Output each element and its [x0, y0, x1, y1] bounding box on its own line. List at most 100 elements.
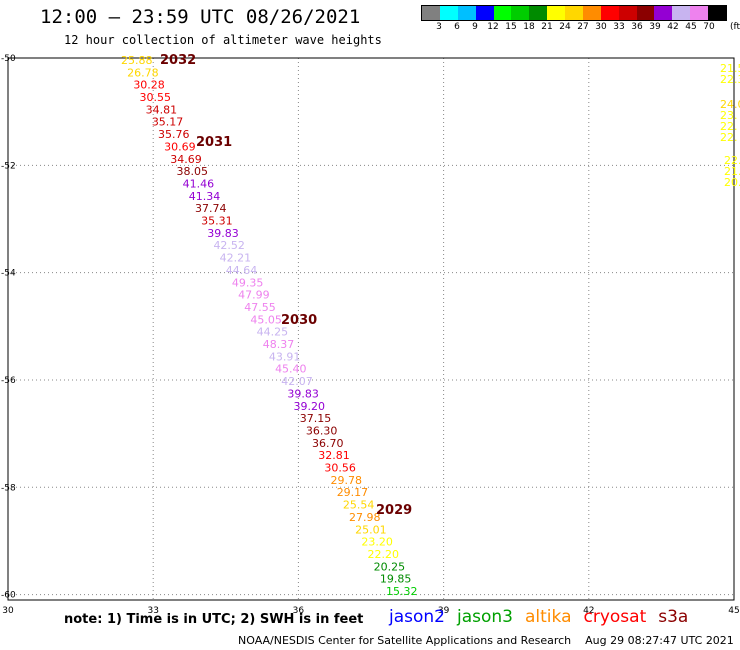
colorbar-swatch [636, 6, 655, 20]
y-tick-label: -58 [1, 483, 16, 493]
time-label: 2030 [281, 313, 317, 328]
wave-height-label: 41.34 [189, 190, 221, 203]
wave-height-label: 35.31 [201, 215, 233, 228]
wave-height-label: 39.83 [207, 227, 239, 240]
colorbar-label: 36 [631, 22, 643, 32]
colorbar-swatch [582, 6, 601, 20]
colorbar-labels: 3 6 9 12 15 18 21 24 27 30 33 36 39 42 45 70 [421, 22, 727, 36]
wave-height-label: 44.64 [226, 264, 258, 277]
colorbar-label: 21 [541, 22, 553, 32]
wave-height-points: 25.8826.7830.2830.5534.8135.1735.7630.69… [121, 54, 740, 598]
colorbar-swatch [439, 6, 458, 20]
colorbar-swatch [457, 6, 476, 20]
colorbar-label: 9 [472, 22, 478, 32]
x-tick-label: 33 [147, 606, 158, 616]
colorbar-label: 6 [454, 22, 460, 32]
credit-text: NOAA/NESDIS Center for Satellite Applica… [238, 634, 572, 647]
y-tick-label: -54 [1, 269, 16, 279]
satellite-cryosat: cryosat [583, 607, 647, 627]
wave-height-label: 42.07 [281, 375, 313, 388]
colorbar-label: 45 [685, 22, 697, 32]
wave-height-label: 29.17 [337, 486, 369, 499]
plot-axes: 30 33 36 39 42 45 -50 -52 -54 -56 -58 -60 [1, 54, 740, 616]
wave-height-label: 42.21 [220, 252, 252, 265]
x-tick-label: 45 [728, 606, 739, 616]
wave-height-label-edge: 22.3 [720, 73, 740, 86]
colorbar-label: 27 [577, 22, 589, 32]
colorbar-swatch [493, 6, 512, 20]
colorbar-unit: (ft) [730, 22, 740, 32]
satellite-legend: jason2 jason3 altika cryosat s3a [389, 607, 700, 627]
wave-height-label: 25.88 [121, 54, 153, 67]
colorbar-swatch [547, 6, 565, 20]
colorbar-label: 3 [436, 22, 442, 32]
time-label: 2031 [196, 135, 232, 150]
colorbar [421, 5, 727, 21]
wave-height-label-edge: 22. [720, 120, 738, 133]
colorbar-label: 39 [649, 22, 661, 32]
colorbar-label: 70 [703, 22, 715, 32]
colorbar-swatch [600, 6, 619, 20]
wave-height-label: 30.69 [164, 140, 196, 153]
wave-height-label: 32.81 [318, 449, 350, 462]
wave-height-label: 43.91 [269, 350, 301, 363]
time-label: 2029 [376, 503, 412, 518]
wave-height-label: 34.81 [146, 103, 178, 116]
wave-height-label: 49.35 [232, 276, 264, 289]
wave-height-label: 23.20 [361, 536, 393, 549]
satellite-altika: altika [525, 607, 572, 627]
wave-height-label: 36.70 [312, 437, 344, 450]
colorbar-swatch [475, 6, 494, 20]
x-tick-label: 39 [438, 606, 450, 616]
colorbar-swatch [672, 6, 691, 20]
wave-height-label-edge: 20. [724, 176, 740, 189]
wave-height-label: 37.74 [195, 202, 227, 215]
wave-height-label: 19.85 [380, 573, 412, 586]
colorbar-label: 30 [595, 22, 607, 32]
time-labels: 2032 2031 2030 2029 [160, 53, 412, 518]
wave-height-label: 35.17 [152, 116, 184, 129]
wave-height-label: 20.25 [374, 560, 406, 573]
wave-height-label: 42.52 [213, 239, 245, 252]
satellite-s3a: s3a [658, 607, 689, 627]
y-tick-label: -60 [1, 591, 16, 601]
colorbar-label: 42 [667, 22, 679, 32]
wave-height-label-edge: 21. [724, 165, 740, 178]
wave-height-label: 41.46 [183, 177, 215, 190]
plot-frame [7, 57, 735, 601]
wave-height-label: 27.98 [349, 511, 381, 524]
colorbar-label: 15 [505, 22, 517, 32]
wave-height-label: 29.78 [331, 474, 363, 487]
wave-height-label: 35.76 [158, 128, 190, 141]
wave-height-label: 25.01 [355, 523, 387, 536]
wave-height-label-edge: 21.5 [720, 62, 740, 75]
wave-height-label: 30.56 [324, 462, 356, 475]
colorbar-swatch [511, 6, 530, 20]
colorbar-swatch [654, 6, 673, 20]
colorbar-label: 18 [523, 22, 535, 32]
wave-height-label: 44.25 [257, 326, 289, 339]
wave-height-label: 37.15 [300, 412, 332, 425]
wave-height-label: 47.99 [238, 289, 270, 302]
wave-height-label: 45.40 [275, 363, 307, 376]
colorbar-swatch [690, 6, 708, 20]
x-tick-label: 42 [583, 606, 594, 616]
wave-height-label: 34.69 [170, 153, 202, 166]
wave-height-label: 45.05 [250, 313, 282, 326]
wave-height-label: 48.37 [263, 338, 295, 351]
x-tick-label: 30 [2, 606, 14, 616]
chart-title: 12:00 – 23:59 UTC 08/26/2021 [40, 6, 361, 28]
colorbar-swatch [565, 6, 583, 20]
satellite-jason3: jason3 [457, 607, 513, 627]
wave-height-label: 39.20 [294, 400, 326, 413]
y-tick-label: -56 [1, 376, 16, 386]
footer-note: note: 1) Time is in UTC; 2) SWH is in fe… [64, 612, 364, 627]
colorbar-swatch [529, 6, 548, 20]
time-label: 2032 [160, 53, 196, 68]
colorbar-swatch [618, 6, 637, 20]
wave-height-label: 36.30 [306, 424, 338, 437]
colorbar-label: 12 [487, 22, 499, 32]
wave-height-label: 26.78 [127, 66, 158, 79]
wave-height-label: 38.05 [176, 165, 208, 178]
